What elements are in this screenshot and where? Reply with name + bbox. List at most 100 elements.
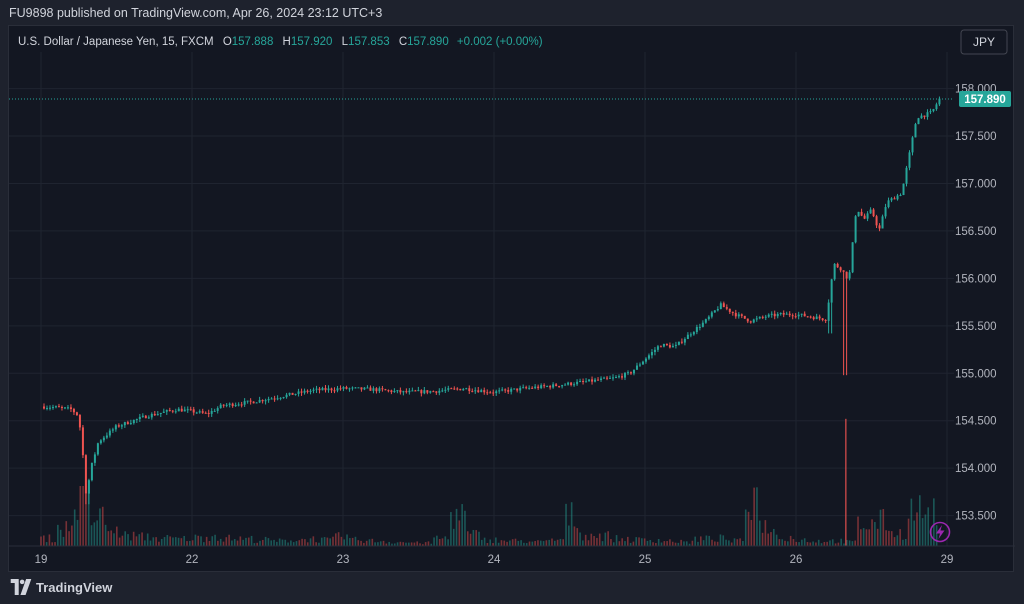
candle-body	[797, 314, 800, 317]
candle-body	[243, 401, 246, 405]
volume-bar	[130, 540, 132, 546]
volume-bar	[57, 524, 59, 546]
candle-body	[300, 391, 303, 393]
volume-bar	[716, 541, 719, 546]
volume-bar	[312, 536, 315, 546]
x-tick-label: 29	[941, 554, 954, 566]
candle-body	[740, 314, 743, 316]
price-chart[interactable]: 153.500 154.000 154.500 155.000 155.500 156.0…	[9, 26, 1015, 573]
volume-bar	[868, 529, 871, 546]
volume-bar	[787, 541, 789, 546]
y-tick-label: 155.000	[955, 368, 997, 380]
candle-body	[579, 380, 582, 382]
volume-bar	[73, 509, 76, 546]
volume-bar	[778, 539, 781, 546]
candle-body	[48, 407, 51, 409]
volume-bar	[879, 509, 882, 546]
volume-bar	[335, 533, 337, 546]
footer-brand[interactable]: TradingView	[10, 579, 112, 595]
volume-bar	[104, 524, 107, 546]
volume-bar	[486, 542, 489, 546]
candle-body	[650, 352, 653, 356]
volume-bar	[916, 512, 918, 546]
volume-bar	[455, 508, 458, 546]
candle-body	[929, 111, 932, 113]
candle-body	[138, 416, 141, 420]
candle-body	[749, 321, 752, 323]
candle-body	[57, 406, 60, 408]
candle-body	[615, 376, 618, 378]
volume-bar	[702, 540, 705, 546]
candle-body	[600, 378, 603, 380]
volume-bar	[93, 522, 96, 546]
x-tick-label: 24	[488, 554, 501, 566]
volume-bar	[826, 541, 828, 546]
volume-bar	[770, 532, 772, 546]
volume-bar	[250, 535, 253, 546]
chart-panel[interactable]: 153.500 154.000 154.500 155.000 155.500 156.0…	[8, 25, 1015, 573]
candle-body	[522, 387, 525, 389]
volume-bar	[854, 540, 857, 546]
volume-bar	[733, 538, 736, 546]
volume-bar	[935, 525, 938, 546]
high-label: H	[283, 36, 291, 48]
volume-bar	[267, 538, 270, 546]
candle-body	[183, 409, 186, 412]
candle-body	[620, 376, 623, 378]
candle-body	[222, 404, 225, 406]
currency-button[interactable]: JPY	[960, 29, 1008, 55]
volume-bar	[761, 532, 764, 546]
volume-bar	[51, 542, 54, 546]
candle-body	[324, 387, 327, 391]
currency-button-label: JPY	[973, 35, 995, 49]
volume-bar	[48, 534, 51, 546]
volume-bar	[764, 520, 767, 546]
candle-body	[546, 386, 549, 388]
volume-bar	[795, 541, 798, 546]
candle-body	[833, 263, 836, 280]
candle-body	[764, 316, 767, 318]
candle-body	[480, 390, 483, 393]
volume-bar	[921, 518, 924, 546]
volume-bar	[655, 543, 657, 546]
volume-bar	[857, 516, 859, 546]
candle-body	[414, 390, 417, 392]
volume-bar	[62, 536, 65, 546]
candle-body	[585, 381, 588, 383]
volume-bar	[523, 542, 525, 546]
lightning-icon[interactable]	[929, 521, 951, 543]
candle-body	[531, 387, 534, 389]
volume-bar	[450, 512, 452, 546]
candle-body	[327, 388, 330, 391]
y-axis: 153.500 154.000 154.500 155.000 155.500 156.0…	[955, 84, 997, 523]
volume-bar	[750, 519, 753, 546]
candle-body	[207, 412, 210, 414]
candle-body	[827, 302, 830, 321]
candle-body	[555, 384, 558, 386]
candle-body	[549, 386, 552, 388]
candle-body	[231, 403, 234, 407]
volume-bar	[714, 541, 716, 546]
candle-body	[812, 317, 815, 320]
candle-body	[462, 389, 465, 391]
volume-bar	[259, 540, 261, 546]
volume-bar	[416, 541, 419, 546]
volume-bar	[781, 539, 784, 546]
volume-bar	[422, 544, 424, 546]
candle-body	[588, 379, 591, 382]
candle-body	[132, 419, 135, 424]
candle-body	[773, 313, 776, 317]
candle-body	[492, 392, 495, 394]
volume-bar	[169, 536, 171, 546]
volume-bar	[843, 543, 845, 546]
candle-body	[791, 315, 794, 317]
candle-body	[662, 343, 665, 347]
y-tick-label: 154.500	[955, 416, 997, 428]
volume-bar	[461, 504, 463, 546]
candle-body	[387, 390, 390, 392]
candle-body	[447, 388, 450, 390]
candle-body	[647, 355, 650, 359]
volume-bar	[152, 537, 155, 546]
candle-body	[84, 455, 87, 494]
candle-body	[570, 382, 573, 385]
